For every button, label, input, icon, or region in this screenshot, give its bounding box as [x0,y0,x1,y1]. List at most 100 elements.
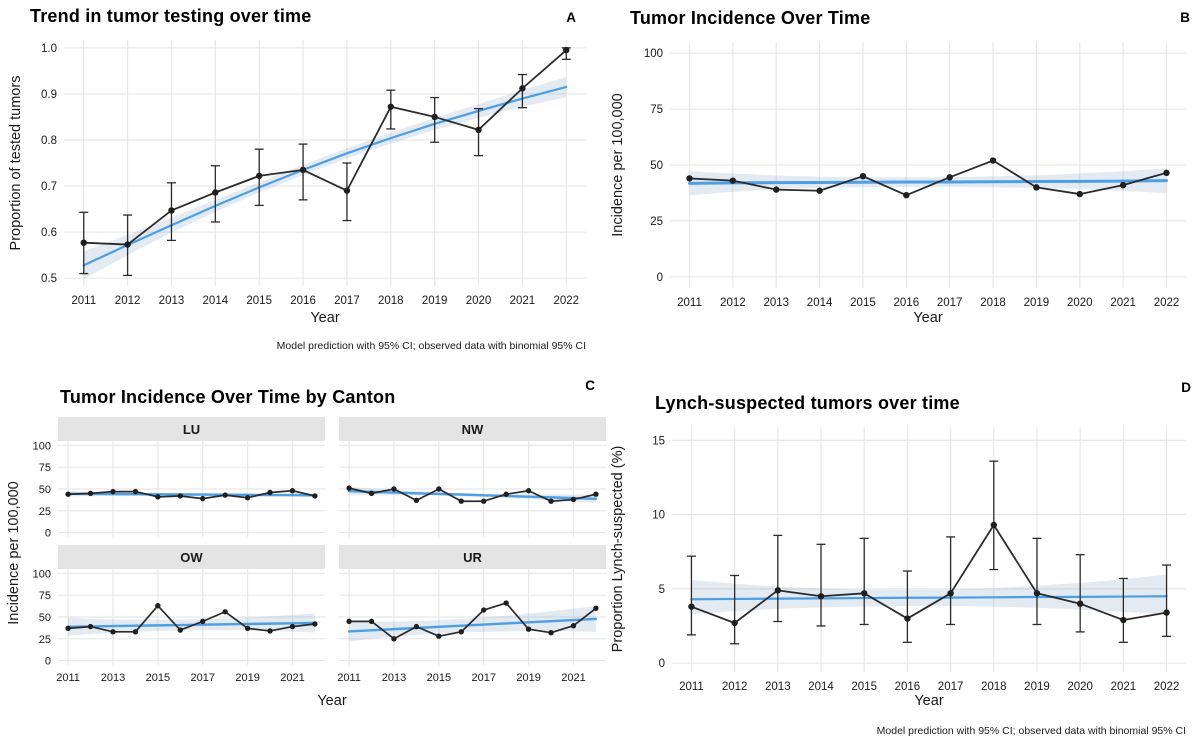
panel-a: Trend in tumor testing over time A Propo… [0,0,600,372]
svg-text:0: 0 [45,528,51,540]
panel-b-x-axis-label: Year [913,310,943,326]
svg-text:OW: OW [180,550,203,565]
svg-text:25: 25 [39,506,51,518]
svg-text:2015: 2015 [427,672,451,684]
panel-d-caption: Model prediction with 95% CI; observed d… [876,725,1186,737]
svg-text:2018: 2018 [378,295,404,307]
panel-b: Tumor Incidence Over Time B Incidence pe… [600,0,1200,372]
svg-text:75: 75 [650,104,663,116]
svg-text:2019: 2019 [235,672,259,684]
svg-text:2020: 2020 [1067,297,1093,309]
panel-b-letter: B [1180,10,1190,25]
panel-d-letter: D [1181,380,1191,395]
svg-text:2013: 2013 [382,672,406,684]
svg-text:2013: 2013 [763,297,789,309]
svg-text:1.0: 1.0 [41,43,57,55]
svg-text:2016: 2016 [895,681,921,693]
svg-text:2011: 2011 [56,672,80,684]
svg-text:2011: 2011 [679,681,704,693]
svg-text:2012: 2012 [720,297,746,309]
svg-text:25: 25 [650,216,663,228]
svg-text:50: 50 [650,160,663,172]
svg-text:2018: 2018 [980,297,1006,309]
svg-text:2013: 2013 [159,295,185,307]
svg-text:2017: 2017 [471,672,495,684]
svg-text:NW: NW [462,422,484,437]
svg-text:2012: 2012 [115,295,141,307]
svg-text:75: 75 [39,462,51,474]
panel-a-caption: Model prediction with 95% CI; observed d… [276,340,586,352]
svg-text:2013: 2013 [765,681,791,693]
svg-text:0.6: 0.6 [41,227,57,239]
svg-text:2021: 2021 [510,295,536,307]
svg-text:2019: 2019 [1024,297,1050,309]
svg-text:2014: 2014 [203,295,229,307]
svg-text:2011: 2011 [337,672,361,684]
svg-text:2022: 2022 [1154,681,1180,693]
svg-text:10: 10 [652,510,665,522]
svg-text:UR: UR [463,550,482,565]
svg-text:2013: 2013 [101,672,125,684]
svg-text:2015: 2015 [850,297,876,309]
svg-text:2012: 2012 [722,681,748,693]
svg-text:2017: 2017 [334,295,360,307]
svg-text:100: 100 [33,440,51,452]
svg-text:2019: 2019 [516,672,540,684]
panel-c-title: Tumor Incidence Over Time by Canton [60,387,396,407]
panel-a-title: Trend in tumor testing over time [30,6,312,26]
panel-c-x-axis-label: Year [317,693,347,709]
svg-text:100: 100 [33,568,51,580]
svg-text:0: 0 [45,656,51,668]
panel-a-x-axis-label: Year [310,310,340,326]
svg-text:0: 0 [657,272,663,284]
svg-text:2014: 2014 [807,297,833,309]
svg-text:LU: LU [183,422,200,437]
panel-c-chart: LU 0 25 50 75 100 NW OW 2011 2013 2015 2017 2019 2021… [33,417,606,684]
svg-text:100: 100 [644,48,663,60]
svg-text:2011: 2011 [71,295,96,307]
svg-text:2011: 2011 [677,297,702,309]
svg-text:25: 25 [39,634,51,646]
svg-text:2017: 2017 [937,297,963,309]
svg-text:5: 5 [659,584,665,596]
svg-text:2017: 2017 [190,672,214,684]
svg-text:15: 15 [652,435,665,447]
svg-text:2022: 2022 [1154,297,1180,309]
svg-text:2016: 2016 [290,295,316,307]
svg-text:0.7: 0.7 [41,181,57,193]
panel-d-chart: 2011 2012 2013 2014 2015 2016 2017 2018 2019 2020… [652,427,1186,693]
svg-text:50: 50 [39,612,51,624]
svg-text:2021: 2021 [1111,681,1137,693]
panel-d: Lynch-suspected tumors over time D Propo… [600,375,1200,751]
svg-text:0.9: 0.9 [41,89,57,101]
panel-b-chart: 2011 2012 2013 2014 2015 2016 2017 2018 2019 2020… [644,42,1186,309]
svg-text:2020: 2020 [1067,681,1093,693]
svg-text:2021: 2021 [1110,297,1136,309]
svg-text:2022: 2022 [553,295,579,307]
svg-text:75: 75 [39,590,51,602]
panel-b-title: Tumor Incidence Over Time [630,8,871,28]
svg-text:2016: 2016 [894,297,920,309]
svg-text:2018: 2018 [981,681,1007,693]
panel-c: Tumor Incidence Over Time by Canton C In… [0,375,620,751]
svg-text:50: 50 [39,484,51,496]
svg-text:2019: 2019 [422,295,448,307]
panel-a-chart: 2011 2012 2013 2014 2015 2016 2017 2018 2019 2020… [41,40,586,307]
svg-text:0.5: 0.5 [41,273,57,285]
panel-a-letter: A [566,10,576,25]
panel-d-title: Lynch-suspected tumors over time [655,393,960,413]
svg-text:2014: 2014 [808,681,834,693]
svg-text:0.8: 0.8 [41,135,57,147]
svg-text:2021: 2021 [280,672,304,684]
panel-d-x-axis-label: Year [914,693,944,709]
svg-text:2015: 2015 [851,681,877,693]
panel-c-letter: C [585,378,595,393]
svg-text:0: 0 [659,658,665,670]
svg-text:2017: 2017 [938,681,964,693]
svg-text:2021: 2021 [561,672,585,684]
svg-text:2019: 2019 [1024,681,1050,693]
svg-text:2015: 2015 [146,672,170,684]
svg-text:2020: 2020 [466,295,492,307]
svg-text:2015: 2015 [246,295,272,307]
